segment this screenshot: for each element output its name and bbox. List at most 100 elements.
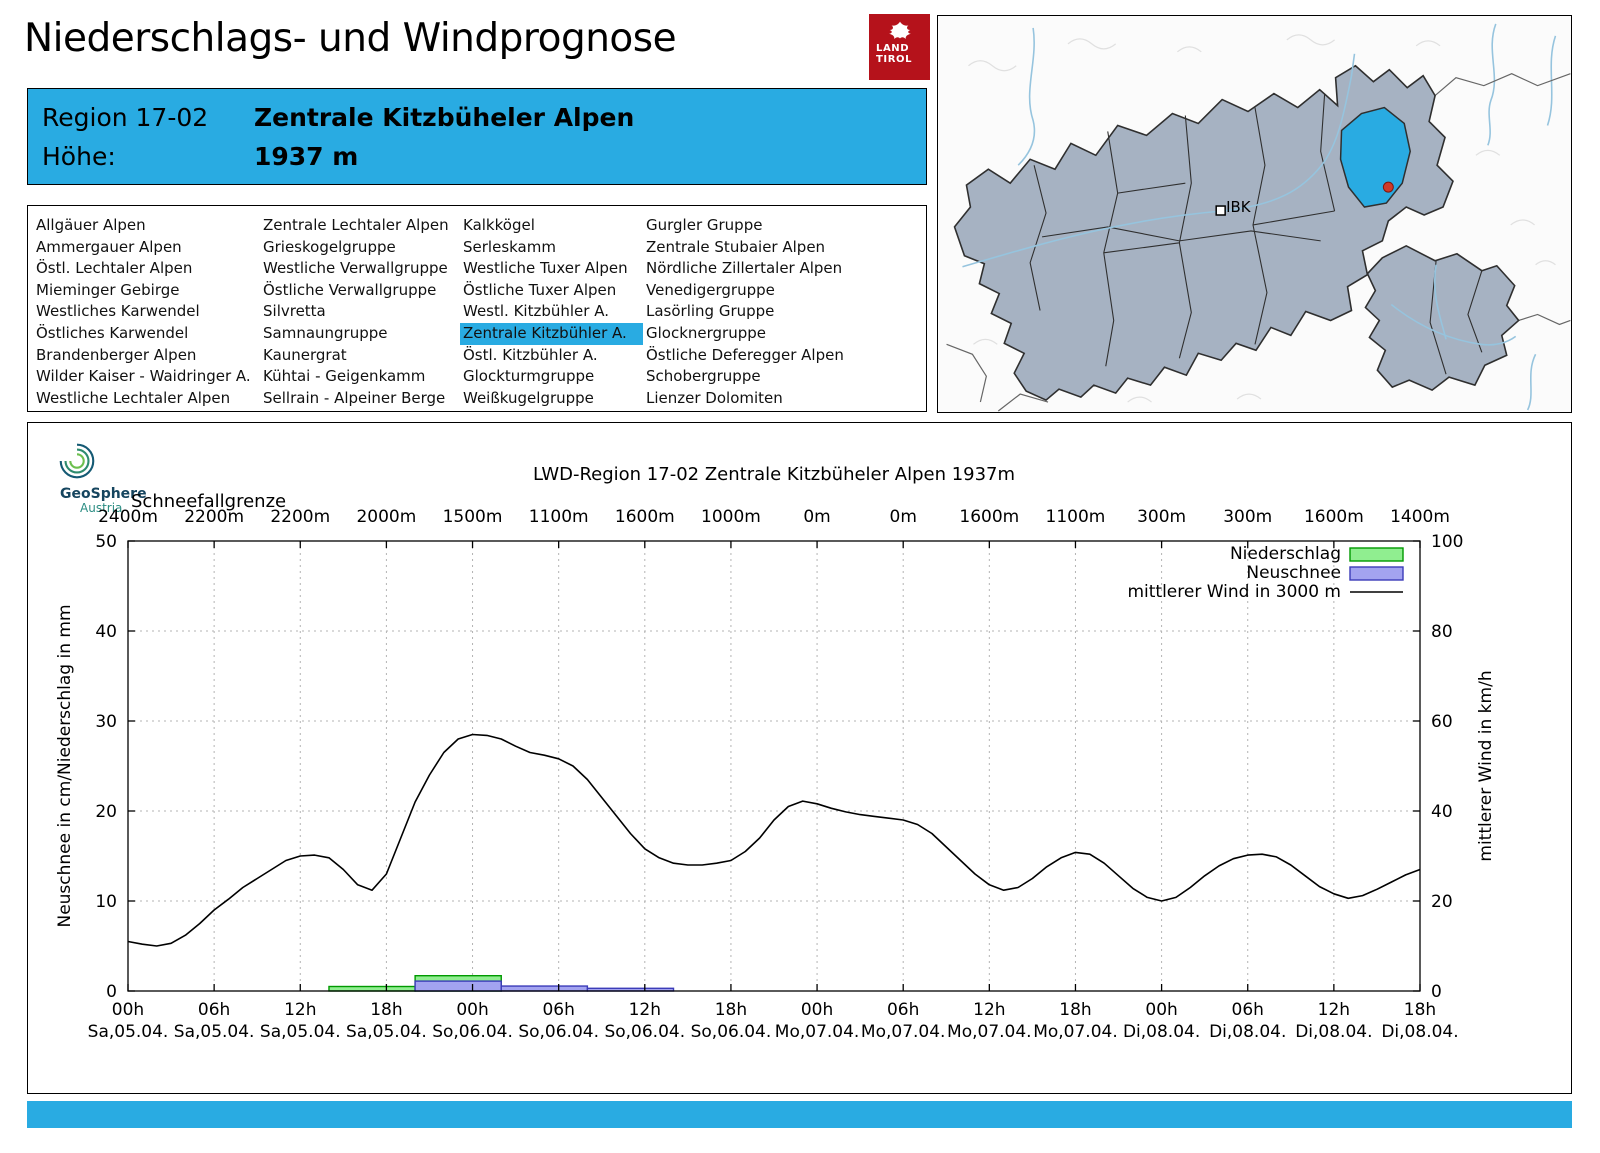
y-label-left: 40: [95, 622, 117, 642]
schneefallgrenze-value: 1600m: [959, 507, 1019, 527]
ibk-label: IBK: [1226, 198, 1252, 216]
x-tick-date: Mo,07.04.: [861, 1022, 946, 1042]
region-list: Allgäuer Alpen Ammergauer Alpen Östl. Lech…: [27, 205, 927, 412]
district-boundaries: [1029, 93, 1336, 367]
schneefallgrenze-label: Schneefallgrenze: [131, 491, 286, 512]
x-tick-date: So,06.04.: [432, 1022, 513, 1042]
legend-swatch: [1349, 547, 1404, 562]
x-tick-time: 06h: [198, 1000, 230, 1020]
region-list-item[interactable]: Westl. Kitzbühler A.: [463, 302, 609, 321]
x-tick-date: Di,08.04.: [1295, 1022, 1372, 1042]
tyrol-overview-map: IBK: [937, 15, 1572, 413]
y-label-right: 100: [1431, 532, 1463, 552]
region-list-column: Zentrale Lechtaler Alpen Grieskogelgruppe…: [263, 215, 463, 411]
region-list-column: Kalkkögel Serleskamm Westliche Tuxer Alpen…: [460, 215, 646, 411]
region-list-item[interactable]: Östliche Tuxer Alpen: [463, 280, 617, 299]
region-list-item[interactable]: Mieminger Gebirge: [36, 280, 180, 299]
neuschnee-bar: [414, 980, 502, 992]
north-tyrol-region: [953, 64, 1454, 401]
region-list-item[interactable]: Westliche Tuxer Alpen: [463, 259, 628, 278]
region-list-item[interactable]: Östl. Lechtaler Alpen: [36, 259, 193, 278]
region-list-item[interactable]: Venedigergruppe: [646, 280, 775, 299]
region-list-item[interactable]: Zentrale Stubaier Alpen: [646, 237, 826, 256]
schneefallgrenze-value: 2200m: [184, 507, 244, 527]
region-list-item[interactable]: Nördliche Zillertaler Alpen: [646, 259, 843, 278]
schneefallgrenze-value: 0m: [890, 507, 917, 527]
y-axis-title-right: mittlerer Wind in km/h: [1476, 670, 1496, 861]
schneefallgrenze-value: 2200m: [270, 507, 330, 527]
schneefallgrenze-value: 2000m: [356, 507, 416, 527]
region-list-item[interactable]: Kaunergrat: [263, 345, 347, 364]
region-list-item[interactable]: Zentrale Lechtaler Alpen: [263, 216, 449, 234]
region-list-item[interactable]: Östliches Karwendel: [36, 323, 189, 342]
x-tick-time: 00h: [1145, 1000, 1177, 1020]
region-list-item[interactable]: Brandenberger Alpen: [36, 345, 197, 364]
region-label: Region 17-02: [42, 103, 209, 132]
schneefallgrenze-value: 2400m: [98, 507, 158, 527]
y-label-left: 20: [95, 802, 117, 822]
region-list-item[interactable]: Schobergruppe: [646, 367, 761, 386]
x-tick-time: 06h: [887, 1000, 919, 1020]
x-tick-time: 06h: [1232, 1000, 1264, 1020]
schneefallgrenze-value: 1000m: [701, 507, 761, 527]
region-name: Zentrale Kitzbüheler Alpen: [254, 103, 635, 132]
region-list-item[interactable]: Lasörling Gruppe: [646, 302, 775, 321]
x-tick-time: 12h: [973, 1000, 1005, 1020]
legend-label: Neuschnee: [1246, 563, 1341, 583]
y-label-left: 50: [95, 532, 117, 552]
region-list-item[interactable]: Sellrain - Alpeiner Berge: [263, 388, 446, 407]
region-list-item[interactable]: Östliche Verwallgruppe: [263, 280, 437, 299]
region-list-item[interactable]: Östl. Kitzbühler A.: [463, 345, 598, 364]
schneefallgrenze-value: 1600m: [1304, 507, 1364, 527]
station-dot: [1382, 181, 1394, 193]
geosphere-name: GeoSphere: [60, 486, 147, 502]
x-tick-date: Mo,07.04.: [1033, 1022, 1118, 1042]
region-list-item[interactable]: Kühtai - Geigenkamm: [263, 367, 426, 386]
x-tick-date: Sa,05.04.: [260, 1022, 341, 1042]
region-list-item[interactable]: Allgäuer Alpen: [36, 216, 146, 234]
geosphere-logo: GeoSphere Austria: [54, 439, 174, 515]
region-list-item[interactable]: Samnaungruppe: [263, 323, 388, 342]
y-label-right: 60: [1431, 712, 1453, 732]
x-tick-time: 18h: [1059, 1000, 1091, 1020]
schneefallgrenze-value: 1100m: [529, 507, 589, 527]
legend-swatch: [1349, 566, 1404, 581]
x-tick-time: 18h: [370, 1000, 402, 1020]
schneefallgrenze-value: 0m: [803, 507, 830, 527]
schneefallgrenze-value: 1500m: [443, 507, 503, 527]
x-tick-time: 12h: [284, 1000, 316, 1020]
x-tick-date: So,06.04.: [518, 1022, 599, 1042]
legend-label: mittlerer Wind in 3000 m: [1127, 582, 1341, 602]
region-list-item[interactable]: Östliche Deferegger Alpen: [646, 345, 844, 364]
region-list-item[interactable]: Glocknergruppe: [646, 323, 767, 342]
region-list-item[interactable]: Kalkkögel: [463, 216, 535, 234]
region-info-box: Region 17-02 Zentrale Kitzbüheler Alpen …: [27, 88, 927, 185]
legend-label: Niederschlag: [1230, 544, 1341, 564]
region-list-item[interactable]: Silvretta: [263, 302, 326, 321]
region-list-item[interactable]: Westliche Lechtaler Alpen: [36, 388, 231, 407]
region-list-item[interactable]: Lienzer Dolomiten: [646, 388, 783, 407]
y-label-left: 30: [95, 712, 117, 732]
schneefallgrenze-value: 1400m: [1390, 507, 1450, 527]
x-tick-time: 06h: [542, 1000, 574, 1020]
x-tick-date: So,06.04.: [604, 1022, 685, 1042]
region-list-item[interactable]: Westliches Karwendel: [36, 302, 200, 321]
region-list-item[interactable]: Zentrale Kitzbühler A.: [460, 322, 643, 345]
x-tick-date: Sa,05.04.: [174, 1022, 255, 1042]
chart-title: LWD-Region 17-02 Zentrale Kitzbüheler Al…: [533, 464, 1015, 485]
x-tick-date: Mo,07.04.: [947, 1022, 1032, 1042]
state-border-lines: [946, 73, 1571, 412]
region-list-item[interactable]: Ammergauer Alpen: [36, 237, 182, 256]
region-list-item[interactable]: Gurgler Gruppe: [646, 216, 763, 234]
x-tick-time: 18h: [1404, 1000, 1436, 1020]
region-list-item[interactable]: Wilder Kaiser - Waidringer A.: [36, 367, 251, 386]
geosphere-logo-icon: [59, 443, 95, 479]
region-list-item[interactable]: Westliche Verwallgruppe: [263, 259, 448, 278]
region-list-item[interactable]: Weißkugelgruppe: [463, 388, 594, 407]
region-list-item[interactable]: Glockturmgruppe: [463, 367, 595, 386]
region-list-item[interactable]: Serleskamm: [463, 237, 556, 256]
x-tick-time: 18h: [715, 1000, 747, 1020]
region-list-item[interactable]: Grieskogelgruppe: [263, 237, 396, 256]
x-tick-time: 12h: [629, 1000, 661, 1020]
